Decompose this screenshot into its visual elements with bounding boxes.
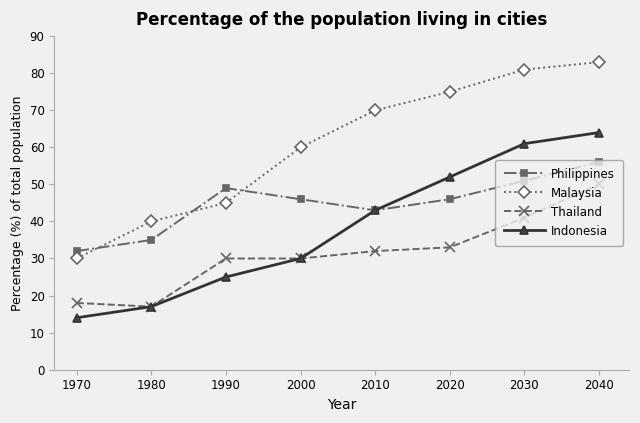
Malaysia <box>371 108 379 113</box>
Malaysia <box>446 89 454 94</box>
Malaysia <box>520 67 528 72</box>
Y-axis label: Percentage (%) of total population: Percentage (%) of total population <box>11 95 24 310</box>
Indonesia <box>297 256 305 261</box>
Indonesia <box>147 304 155 309</box>
Title: Percentage of the population living in cities: Percentage of the population living in c… <box>136 11 547 29</box>
Malaysia <box>147 219 155 224</box>
Thailand <box>297 256 305 261</box>
Thailand <box>371 249 379 254</box>
Indonesia <box>73 315 81 320</box>
X-axis label: Year: Year <box>327 398 356 412</box>
Line: Malaysia: Malaysia <box>72 58 604 263</box>
Indonesia <box>595 130 603 135</box>
Philippines <box>73 249 81 254</box>
Philippines <box>446 197 454 202</box>
Thailand <box>520 215 528 220</box>
Philippines <box>222 186 230 191</box>
Thailand <box>222 256 230 261</box>
Thailand <box>147 304 155 309</box>
Philippines <box>520 178 528 183</box>
Indonesia <box>446 174 454 179</box>
Indonesia <box>371 208 379 213</box>
Malaysia <box>297 145 305 150</box>
Thailand <box>73 300 81 305</box>
Indonesia <box>520 141 528 146</box>
Thailand <box>446 245 454 250</box>
Malaysia <box>73 256 81 261</box>
Indonesia <box>222 275 230 280</box>
Thailand <box>595 182 603 187</box>
Philippines <box>371 208 379 213</box>
Philippines <box>147 237 155 242</box>
Malaysia <box>595 60 603 65</box>
Line: Indonesia: Indonesia <box>72 128 604 322</box>
Malaysia <box>222 201 230 206</box>
Line: Thailand: Thailand <box>72 179 604 311</box>
Legend: Philippines, Malaysia, Thailand, Indonesia: Philippines, Malaysia, Thailand, Indones… <box>495 160 623 246</box>
Philippines <box>297 197 305 202</box>
Line: Philippines: Philippines <box>73 159 602 255</box>
Philippines <box>595 159 603 165</box>
